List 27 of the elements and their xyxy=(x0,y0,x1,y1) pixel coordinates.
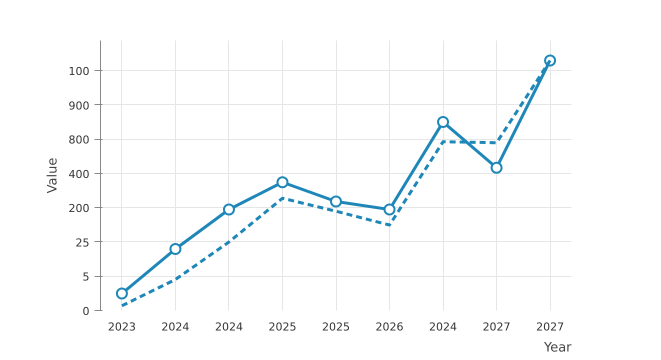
x-axis-title: Year xyxy=(542,340,572,356)
x-tick-label: 2024 xyxy=(429,320,458,334)
x-tick-label: 2027 xyxy=(482,320,511,334)
x-tick-label: 2024 xyxy=(214,320,243,334)
category-label: 400 xyxy=(68,168,90,181)
y-axis-title: Value xyxy=(46,158,61,194)
point xyxy=(490,162,503,174)
category-label: 800 xyxy=(68,134,90,147)
point xyxy=(330,196,342,208)
point xyxy=(222,204,235,216)
category-label: 0 xyxy=(82,305,90,318)
point xyxy=(169,243,182,255)
x-tick-label: 2023 xyxy=(108,320,136,334)
point xyxy=(276,176,288,188)
point xyxy=(437,116,450,128)
category-label: 900 xyxy=(68,99,90,112)
x-tick-label: 2024 xyxy=(161,320,190,334)
category-label: 100 xyxy=(68,65,90,78)
point xyxy=(384,204,396,216)
category-label: 200 xyxy=(68,202,90,216)
x-tick-label: 2027 xyxy=(536,320,564,334)
category-label: 5 xyxy=(82,270,90,284)
point xyxy=(116,288,128,300)
category-label: 25 xyxy=(76,236,90,250)
x-tick-label: 2026 xyxy=(376,320,404,334)
x-tick-label: 2025 xyxy=(322,320,350,334)
x-tick-label: 2025 xyxy=(268,320,296,334)
